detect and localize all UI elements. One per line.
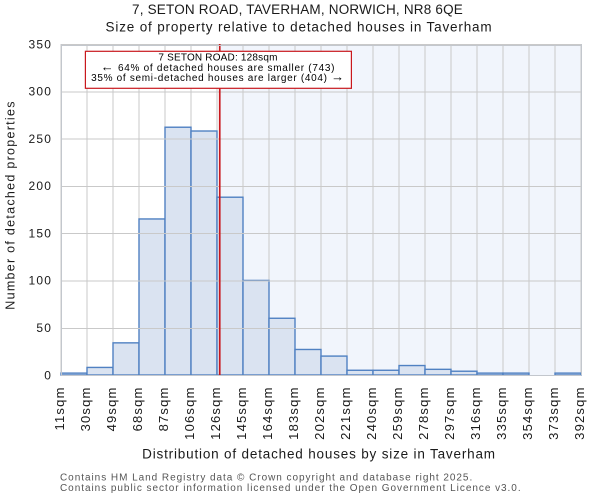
svg-text:Distribution of detached house: Distribution of detached houses by size … <box>142 447 496 462</box>
svg-text:300: 300 <box>28 85 52 99</box>
svg-text:259sqm: 259sqm <box>390 386 405 439</box>
svg-text:350: 350 <box>28 37 52 51</box>
svg-text:7 SETON ROAD: 128sqm: 7 SETON ROAD: 128sqm <box>158 53 277 64</box>
svg-text:Number of detached properties: Number of detached properties <box>4 100 18 309</box>
svg-text:200: 200 <box>28 179 52 193</box>
svg-text:87sqm: 87sqm <box>156 386 171 431</box>
svg-text:7, SETON ROAD, TAVERHAM, NORWI: 7, SETON ROAD, TAVERHAM, NORWICH, NR8 6Q… <box>132 2 463 17</box>
svg-text:164sqm: 164sqm <box>260 386 275 439</box>
svg-text:240sqm: 240sqm <box>364 386 379 439</box>
svg-text:373sqm: 373sqm <box>546 386 561 439</box>
svg-text:68sqm: 68sqm <box>130 386 145 431</box>
svg-text:297sqm: 297sqm <box>442 386 457 439</box>
svg-text:← 64% of detached houses are s: ← 64% of detached houses are smaller (74… <box>101 59 335 74</box>
svg-text:183sqm: 183sqm <box>286 386 301 439</box>
svg-text:100: 100 <box>28 274 52 288</box>
svg-text:150: 150 <box>28 226 52 240</box>
svg-text:354sqm: 354sqm <box>520 386 535 439</box>
svg-text:335sqm: 335sqm <box>494 386 509 439</box>
svg-text:Contains HM Land Registry data: Contains HM Land Registry data © Crown c… <box>60 473 473 484</box>
svg-text:Contains public sector informa: Contains public sector information licen… <box>60 483 522 494</box>
svg-text:11sqm: 11sqm <box>52 386 67 430</box>
svg-text:392sqm: 392sqm <box>572 386 587 439</box>
svg-text:49sqm: 49sqm <box>104 386 119 431</box>
svg-text:30sqm: 30sqm <box>78 386 93 431</box>
svg-text:221sqm: 221sqm <box>338 386 353 439</box>
svg-text:278sqm: 278sqm <box>416 386 431 439</box>
svg-text:202sqm: 202sqm <box>312 386 327 439</box>
svg-text:50: 50 <box>36 321 52 335</box>
svg-text:106sqm: 106sqm <box>182 386 197 439</box>
svg-text:250: 250 <box>28 132 52 146</box>
svg-text:Size of property relative to d: Size of property relative to detached ho… <box>106 19 493 34</box>
svg-text:126sqm: 126sqm <box>208 386 223 439</box>
svg-text:0: 0 <box>44 368 52 382</box>
svg-text:316sqm: 316sqm <box>468 386 483 439</box>
svg-text:145sqm: 145sqm <box>234 386 249 439</box>
svg-text:35% of semi-detached houses ar: 35% of semi-detached houses are larger (… <box>91 69 345 84</box>
